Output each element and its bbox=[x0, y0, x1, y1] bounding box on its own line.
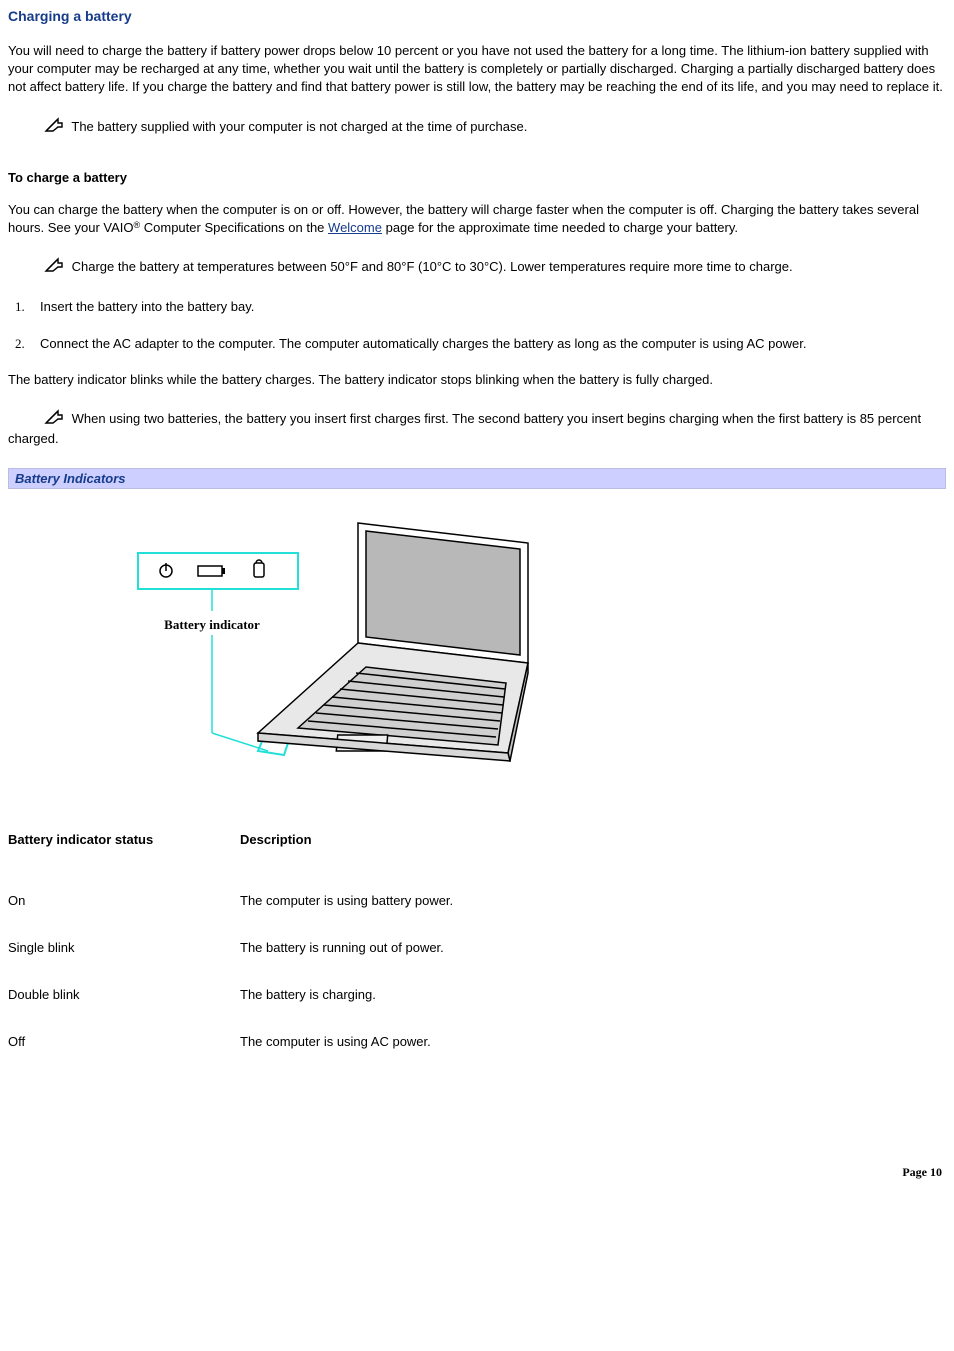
note-text: Charge the battery at temperatures betwe… bbox=[68, 259, 793, 274]
intro-paragraph: You will need to charge the battery if b… bbox=[8, 42, 946, 97]
note-text: When using two batteries, the battery yo… bbox=[8, 411, 921, 446]
table-row: Off The computer is using AC power. bbox=[8, 1018, 465, 1065]
table-row: On The computer is using battery power. bbox=[8, 877, 465, 924]
note-icon bbox=[44, 257, 66, 278]
page-heading: Charging a battery bbox=[8, 8, 946, 24]
step-item: Insert the battery into the battery bay. bbox=[28, 298, 946, 316]
steps-list: Insert the battery into the battery bay.… bbox=[28, 298, 946, 352]
note-two-batteries: When using two batteries, the battery yo… bbox=[8, 409, 946, 448]
table-row: Double blink The battery is charging. bbox=[8, 971, 465, 1018]
subheading: To charge a battery bbox=[8, 170, 946, 185]
note-icon bbox=[44, 117, 66, 138]
table-header: Battery indicator status bbox=[8, 826, 240, 877]
figure: Battery indicator bbox=[8, 493, 946, 796]
table-header: Description bbox=[240, 826, 465, 877]
note-temperature: Charge the battery at temperatures betwe… bbox=[8, 257, 946, 278]
note-not-charged: The battery supplied with your computer … bbox=[8, 117, 946, 138]
welcome-link[interactable]: Welcome bbox=[328, 220, 382, 235]
charge-paragraph: You can charge the battery when the comp… bbox=[8, 201, 946, 237]
status-table: Battery indicator status Description On … bbox=[8, 826, 465, 1065]
note-text: The battery supplied with your computer … bbox=[68, 119, 527, 134]
step-item: Connect the AC adapter to the computer. … bbox=[28, 335, 946, 353]
figure-caption: Battery Indicators bbox=[8, 468, 946, 489]
table-row: Single blink The battery is running out … bbox=[8, 924, 465, 971]
after-steps-paragraph: The battery indicator blinks while the b… bbox=[8, 371, 946, 389]
figure-label: Battery indicator bbox=[164, 617, 260, 632]
note-icon bbox=[44, 409, 66, 430]
page-number: Page 10 bbox=[8, 1165, 946, 1180]
